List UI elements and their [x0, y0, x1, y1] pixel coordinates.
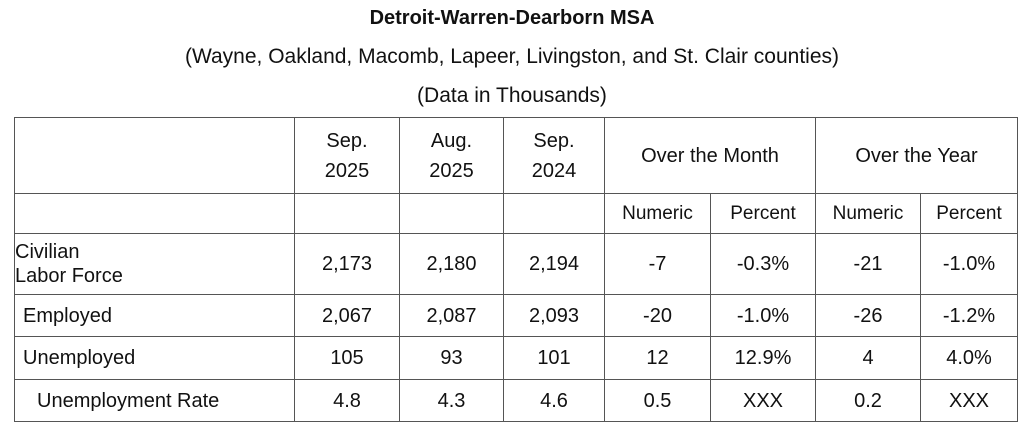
cell: -1.2% — [920, 294, 1018, 337]
labor-force-table: Sep. 2025 Aug. 2025 Sep. 2024 Over the Mont… — [14, 117, 1018, 422]
cell: 101 — [503, 336, 605, 380]
header-blank — [14, 117, 295, 194]
cell: 2,093 — [503, 294, 605, 337]
cell: 12 — [604, 336, 711, 380]
table-row: Unemployment Rate 4.8 4.3 4.6 0.5 XXX 0.… — [14, 379, 1018, 422]
row-label: Civilian Labor Force — [14, 233, 295, 295]
cell: 0.2 — [815, 379, 921, 422]
row-label: Unemployed — [14, 336, 295, 380]
cell: 4.8 — [294, 379, 400, 422]
subheader-blank — [503, 193, 605, 234]
cell: 2,087 — [399, 294, 504, 337]
row-label: Employed — [14, 294, 295, 337]
row-label: Unemployment Rate — [14, 379, 295, 422]
cell: -26 — [815, 294, 921, 337]
header-sep-2024: Sep. 2024 — [503, 117, 605, 194]
table-row: Civilian Labor Force 2,173 2,180 2,194 -7… — [14, 233, 1018, 295]
units-note: (Data in Thousands) — [417, 84, 607, 107]
subheader-month-numeric: Numeric — [604, 193, 711, 234]
cell: 2,180 — [399, 233, 504, 295]
header-over-year: Over the Year — [815, 117, 1018, 194]
page-subtitle: (Wayne, Oakland, Macomb, Lapeer, Livings… — [184, 45, 840, 68]
table-row: Employed 2,067 2,087 2,093 -20 -1.0% -26… — [14, 294, 1018, 337]
cell: 105 — [294, 336, 400, 380]
header-over-month: Over the Month — [604, 117, 816, 194]
cell: 0.5 — [604, 379, 711, 422]
cell: 4.6 — [503, 379, 605, 422]
cell: -20 — [604, 294, 711, 337]
header-aug-2025: Aug. 2025 — [399, 117, 504, 194]
cell: 2,173 — [294, 233, 400, 295]
header-sep-2025: Sep. 2025 — [294, 117, 400, 194]
table-row: Unemployed 105 93 101 12 12.9% 4 4.0% — [14, 336, 1018, 380]
cell: 93 — [399, 336, 504, 380]
cell: -0.3% — [710, 233, 816, 295]
cell: 2,067 — [294, 294, 400, 337]
subheader-row: Numeric Percent Numeric Percent — [14, 193, 1018, 234]
cell: -1.0% — [710, 294, 816, 337]
cell: 2,194 — [503, 233, 605, 295]
subheader-blank — [294, 193, 400, 234]
page-title: Detroit-Warren-Dearborn MSA — [369, 7, 655, 29]
cell: -7 — [604, 233, 711, 295]
subheader-year-percent: Percent — [920, 193, 1018, 234]
cell: -21 — [815, 233, 921, 295]
subheader-year-numeric: Numeric — [815, 193, 921, 234]
header-row: Sep. 2025 Aug. 2025 Sep. 2024 Over the Mont… — [14, 117, 1018, 194]
cell: 4.3 — [399, 379, 504, 422]
cell: 4 — [815, 336, 921, 380]
cell: 4.0% — [920, 336, 1018, 380]
subheader-month-percent: Percent — [710, 193, 816, 234]
cell: -1.0% — [920, 233, 1018, 295]
subheader-blank — [14, 193, 295, 234]
cell: XXX — [920, 379, 1018, 422]
cell: 12.9% — [710, 336, 816, 380]
subheader-blank — [399, 193, 504, 234]
cell: XXX — [710, 379, 816, 422]
